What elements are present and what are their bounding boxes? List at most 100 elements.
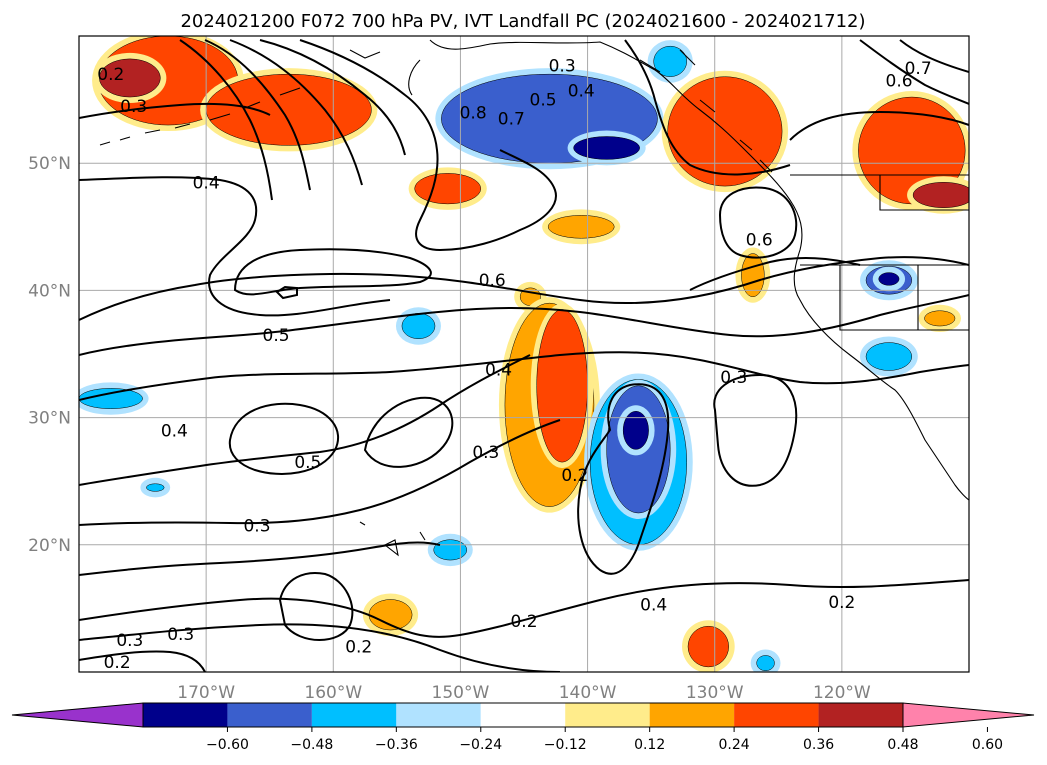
- colorbar-tick-label: 0.24: [719, 737, 750, 753]
- contour-label: 0.3: [243, 517, 270, 537]
- contour-labels: 0.20.3 0.8 0.70.5 0.40.30.40.70.60.60.60.50…: [97, 56, 932, 673]
- x-tick-label: 140°W: [559, 683, 617, 703]
- contour-line: [624, 39, 791, 176]
- contour-label: 0.4: [161, 421, 188, 441]
- contour-label: 0.8: [460, 103, 487, 123]
- colorbar-segment: [649, 703, 735, 727]
- contour-line: [204, 39, 311, 191]
- contour-line: [789, 110, 969, 141]
- x-axis-ticks: 170°W 160°W 150°W 140°W 130°W 120°W: [177, 683, 871, 703]
- contour-line: [79, 354, 531, 486]
- contour-line: [713, 373, 798, 487]
- contour-label: 0.3: [472, 443, 499, 463]
- contour-label: 0.5: [530, 91, 557, 111]
- colorbar-tick-label: 0.48: [887, 737, 918, 753]
- colorbar-tick-label: −0.24: [459, 737, 502, 753]
- colorbar-segment: [818, 703, 903, 727]
- contour-label: 0.7: [905, 59, 932, 79]
- colorbar-tick-label: 0.12: [634, 737, 665, 753]
- contour-line: [718, 186, 798, 259]
- shaded-region: [924, 310, 956, 327]
- colorbar-tick-label: 0.60: [972, 737, 1003, 753]
- colorbar-segment: [227, 703, 312, 727]
- colorbar: −0.60 −0.48 −0.36 −0.24 −0.12 0.12 0.24 0.36 0.4…: [11, 702, 1035, 753]
- contour-line: [899, 39, 969, 73]
- aleutian-islands: [99, 87, 301, 146]
- contour-label: 0.6: [886, 72, 913, 92]
- contour-line: [79, 623, 561, 672]
- colorbar-segment: [396, 703, 481, 727]
- contour-line: [278, 572, 354, 641]
- colorbar-segment: [311, 703, 397, 727]
- contour-label: 0.5: [294, 453, 321, 473]
- y-tick-label: 30°N: [28, 409, 71, 429]
- contour-label: 0.3: [120, 97, 147, 117]
- contour-line: [229, 39, 363, 186]
- shaded-region: [79, 388, 143, 409]
- y-tick-label: 40°N: [28, 281, 71, 301]
- contour-label: 0.2: [97, 65, 124, 85]
- colorbar-tick-label: −0.60: [206, 737, 249, 753]
- contour-line: [79, 650, 206, 672]
- shaded-region: [878, 272, 900, 286]
- x-tick-label: 170°W: [177, 683, 235, 703]
- contour-line: [363, 396, 454, 468]
- shaded-region: [414, 173, 482, 205]
- contour-label: 0.4: [568, 82, 595, 102]
- shaded-region: [687, 625, 729, 668]
- shaded-region: [756, 655, 775, 671]
- contour-line: [179, 39, 273, 201]
- contour-line: [79, 351, 969, 401]
- colorbar-extend-min: [11, 702, 144, 728]
- contour-label: 0.7: [498, 110, 525, 130]
- contour-label: 0.3: [549, 56, 576, 76]
- contour-line: [79, 176, 391, 317]
- contour-line: [859, 39, 969, 105]
- shaded-region: [146, 483, 165, 492]
- coastline-islands: [349, 49, 773, 173]
- coastlines: [99, 39, 969, 557]
- shaded-region: [433, 539, 468, 561]
- chart-title: 2024021200 F072 700 hPa PV, IVT Landfall…: [180, 11, 865, 32]
- contour-label: 0.4: [193, 173, 220, 193]
- colorbar-extend-max: [902, 702, 1035, 728]
- y-axis-ticks: 50°N 40°N 30°N 20°N: [28, 154, 71, 556]
- contour-label: 0.6: [746, 231, 773, 251]
- colorbar-segment: [734, 703, 819, 727]
- shaded-region: [912, 182, 969, 208]
- colorbar-segment: [565, 703, 650, 727]
- colorbar-tick-label: −0.12: [544, 737, 587, 753]
- contour-label: 0.3: [720, 368, 747, 388]
- colorbar-tick-label: −0.36: [375, 737, 418, 753]
- contour-line: [299, 39, 557, 252]
- contour-line: [79, 102, 271, 119]
- contour-line: [79, 419, 561, 526]
- contour-line: [259, 39, 406, 156]
- contour-line: [228, 402, 340, 475]
- contour-label: 0.3: [167, 625, 194, 645]
- contour-line: [577, 383, 670, 575]
- contour-line: [79, 541, 441, 576]
- y-tick-label: 20°N: [28, 536, 71, 556]
- x-tick-label: 150°W: [432, 683, 490, 703]
- contour-line: [79, 294, 969, 356]
- contour-label: 0.2: [561, 466, 588, 486]
- x-tick-label: 160°W: [304, 683, 362, 703]
- colorbar-tick-label: −0.48: [290, 737, 333, 753]
- contour-label: 0.3: [116, 631, 143, 651]
- contour-label: 0.4: [640, 596, 667, 616]
- contour-label: 0.2: [104, 653, 131, 673]
- contour-line: [275, 285, 298, 300]
- contour-label: 0.2: [345, 638, 372, 658]
- y-tick-label: 50°N: [28, 154, 71, 174]
- colorbar-segment: [143, 703, 228, 727]
- contour-label: 0.2: [828, 593, 855, 613]
- us-border: [790, 174, 969, 331]
- contour-line: [79, 579, 969, 638]
- contour-label: 0.4: [485, 360, 512, 380]
- contour-line: [689, 257, 861, 291]
- contour-label: 0.6: [479, 271, 506, 291]
- hawaii-islands: [359, 521, 426, 557]
- coastline-alaska: [429, 39, 969, 501]
- contour-label: 0.5: [263, 326, 290, 346]
